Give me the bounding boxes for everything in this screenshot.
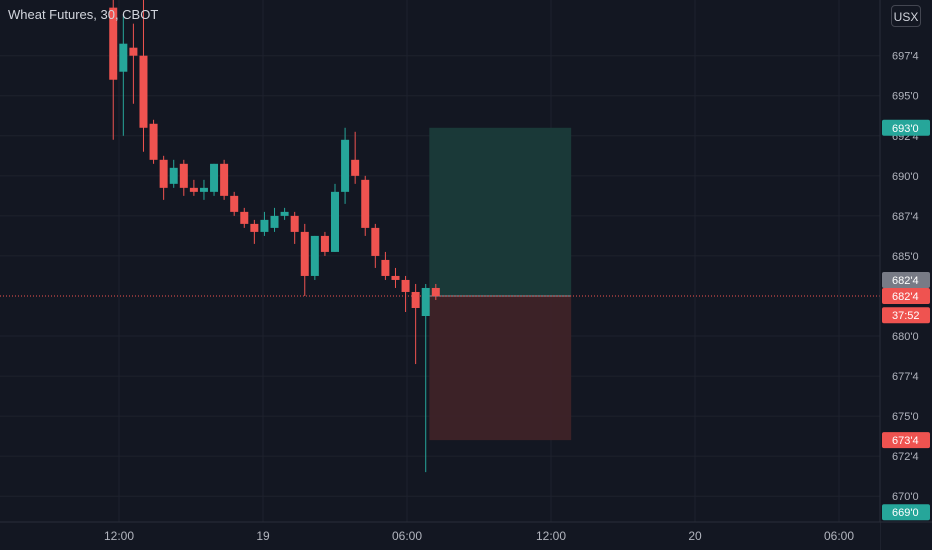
y-tick-label: 677'4 bbox=[892, 371, 919, 383]
y-tick-label: 697'4 bbox=[892, 51, 919, 63]
candle-down bbox=[129, 47, 138, 56]
candle-up bbox=[119, 43, 128, 72]
candle-down bbox=[431, 287, 440, 296]
profit-target-zone[interactable] bbox=[429, 127, 572, 296]
price-tag-label: 37:52 bbox=[892, 310, 920, 322]
candle-down bbox=[250, 223, 259, 232]
x-tick-label: 06:00 bbox=[824, 529, 854, 543]
price-tag bbox=[882, 271, 930, 288]
price-tag-label: 693'0 bbox=[892, 123, 919, 135]
time-scale[interactable] bbox=[0, 522, 880, 550]
candle-down bbox=[149, 123, 158, 160]
candle-down bbox=[179, 163, 188, 188]
candle-down bbox=[220, 163, 229, 196]
candle-down bbox=[371, 227, 380, 256]
candle-down bbox=[401, 279, 410, 292]
candle-up bbox=[331, 191, 339, 252]
y-tick-label: 695'0 bbox=[892, 91, 919, 103]
candle-up bbox=[199, 187, 208, 192]
candle-down bbox=[381, 259, 390, 276]
candle-up bbox=[270, 215, 279, 228]
candle-down bbox=[351, 159, 360, 176]
price-tag-label: 669'0 bbox=[892, 507, 919, 519]
candle-down bbox=[159, 159, 168, 188]
y-tick-label: 690'0 bbox=[892, 171, 919, 183]
price-tag-label: 682'4 bbox=[892, 291, 919, 303]
x-tick-label: 20 bbox=[688, 529, 702, 543]
y-tick-label: 675'0 bbox=[892, 411, 919, 423]
x-tick-label: 19 bbox=[256, 529, 270, 543]
price-tag-label: 682'4 bbox=[892, 275, 919, 287]
price-tag bbox=[882, 119, 930, 136]
x-tick-label: 12:00 bbox=[536, 529, 566, 543]
price-tag bbox=[882, 287, 930, 304]
y-tick-label: 672'4 bbox=[892, 451, 919, 463]
candle-up bbox=[310, 235, 319, 276]
candle-down bbox=[320, 235, 329, 252]
x-tick-label: 06:00 bbox=[392, 529, 422, 543]
y-tick-label: 687'4 bbox=[892, 211, 919, 223]
candle-up bbox=[421, 287, 430, 316]
candle-up bbox=[169, 167, 178, 184]
candle-up bbox=[280, 211, 289, 216]
candle-down bbox=[109, 7, 118, 80]
y-tick-label: 685'0 bbox=[892, 251, 919, 263]
symbol-title: Wheat Futures, 30, CBOT bbox=[8, 7, 159, 22]
currency-button[interactable]: USX bbox=[891, 5, 921, 27]
candle-down bbox=[300, 231, 309, 276]
y-tick-label: 680'0 bbox=[892, 331, 919, 343]
candle-down bbox=[139, 55, 148, 128]
candle-up bbox=[341, 139, 350, 192]
price-tag bbox=[882, 307, 930, 324]
candle-down bbox=[361, 179, 370, 228]
candle-up bbox=[260, 219, 269, 232]
candle-down bbox=[411, 291, 420, 308]
candle-down bbox=[290, 215, 299, 232]
candle-up bbox=[210, 163, 219, 192]
y-tick-label: 670'0 bbox=[892, 491, 919, 503]
price-tag bbox=[882, 504, 930, 521]
candle-down bbox=[240, 211, 249, 224]
candle-down bbox=[189, 187, 198, 192]
candle-down bbox=[391, 275, 400, 280]
x-tick-label: 12:00 bbox=[104, 529, 134, 543]
price-tag-label: 673'4 bbox=[892, 435, 919, 447]
candle-down bbox=[230, 195, 239, 212]
stop-loss-zone[interactable] bbox=[429, 295, 572, 441]
price-tag bbox=[882, 432, 930, 449]
